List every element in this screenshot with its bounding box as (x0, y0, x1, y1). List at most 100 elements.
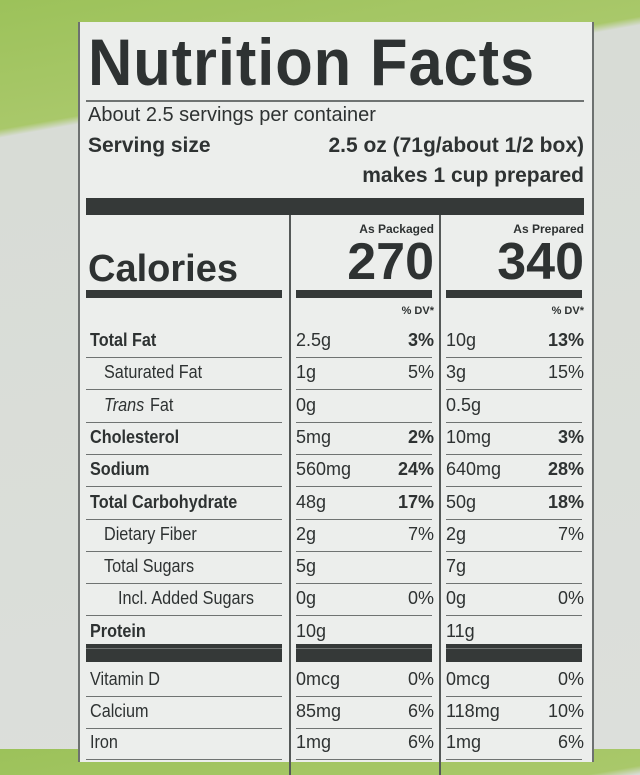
prepared-dv: 6% (557, 732, 584, 752)
packaged-amount: 10g (296, 620, 327, 641)
packaged-amount: 0mcg (296, 669, 341, 689)
row-rule (86, 357, 282, 358)
prepared-amount: 2g (446, 523, 467, 544)
calories-prepared: 340 (497, 233, 584, 291)
row-rule (86, 759, 282, 760)
packaged-dv: 2% (407, 426, 434, 447)
row-rule (86, 647, 282, 649)
thick-rule (446, 290, 582, 298)
packaged-amount: 2g (296, 523, 317, 544)
thick-rule (86, 198, 584, 215)
packaged-dv: 0% (407, 588, 434, 609)
row-rule (446, 389, 582, 391)
nutrient-name: Iron (90, 732, 118, 752)
servings: About 2.5 servings per container (88, 104, 376, 126)
prepared-amount: 50g (446, 491, 477, 512)
row-rule (296, 759, 432, 760)
row-rule (446, 486, 582, 488)
prepared-dv: 28% (547, 459, 584, 480)
packaged-amount: 48g (296, 491, 327, 512)
row-rule (86, 518, 282, 520)
prepared-amount: 640mg (446, 459, 502, 480)
packaged-amount: 1g (296, 362, 317, 383)
dv-header: % DV* (401, 305, 434, 317)
prepared-amount: 7g (446, 556, 467, 577)
prepared-amount: 10g (446, 330, 477, 350)
packaged-amount: 5mg (296, 426, 332, 447)
prepared-dv: 0% (557, 669, 584, 689)
serving-size: 2.5 oz (71g/about 1/2 box) (328, 134, 584, 157)
row-rule (86, 486, 282, 488)
prepared-header: As Prepared (513, 222, 584, 236)
prepared-amount: 0.5g (446, 394, 482, 415)
row-rule (86, 550, 282, 552)
serving-size-label: Serving size (88, 134, 211, 157)
prepared-dv: 10% (547, 700, 584, 721)
row-rule (446, 647, 582, 649)
row-rule (86, 583, 282, 585)
nutrient-name: Incl. Added Sugars (118, 588, 254, 609)
prepared-dv: 15% (547, 362, 584, 383)
prepared-dv: 18% (547, 491, 584, 512)
calories-packaged: 270 (347, 233, 434, 291)
row-rule (296, 518, 432, 520)
row-rule (446, 453, 582, 455)
column-divider (439, 215, 441, 775)
nutrient-name: Total Fat (90, 330, 157, 350)
packaged-amount: 5g (296, 556, 317, 577)
row-rule (446, 518, 582, 520)
row-rule (446, 727, 582, 729)
row-rule (296, 727, 432, 729)
prepared-note: makes 1 cup prepared (362, 164, 584, 187)
prepared-amount: 118mg (446, 700, 500, 721)
thick-rule (86, 644, 282, 662)
row-rule (86, 421, 282, 423)
packaged-amount: 0g (296, 394, 317, 415)
packaged-amount: 2.5g (296, 330, 332, 350)
row-rule (446, 583, 582, 585)
rule (86, 100, 584, 102)
packaged-dv: 7% (407, 523, 434, 544)
nutrient-name: Protein (90, 620, 146, 641)
nutrient-name: Total Carbohydrate (90, 491, 238, 512)
thick-rule (86, 290, 282, 298)
prepared-amount: 11g (446, 620, 475, 641)
nutrient-name: Dietary Fiber (104, 523, 197, 544)
packaged-dv: 6% (407, 700, 434, 721)
nutrient-name: Total Sugars (104, 556, 195, 577)
title: Nutrition Facts (88, 25, 536, 99)
nutrient-name: Saturated Fat (104, 362, 203, 383)
prepared-dv: 13% (547, 330, 584, 350)
row-rule (446, 615, 582, 617)
dv-header: % DV* (551, 305, 584, 317)
nutrient-name: Vitamin D (90, 669, 160, 689)
packaged-amount: 1mg (296, 732, 332, 752)
nutrient-name: Calcium (90, 700, 149, 721)
packaged-dv: 6% (407, 732, 434, 752)
packaged-amount: 0g (296, 588, 317, 609)
prepared-amount: 1mg (446, 732, 482, 752)
row-rule (296, 550, 432, 552)
packaged-amount: 85mg (296, 700, 342, 721)
row-rule (86, 453, 282, 455)
row-rule (86, 727, 282, 729)
thick-rule (296, 290, 432, 298)
row-rule (296, 647, 432, 649)
row-rule (86, 615, 282, 617)
calories-label: Calories (88, 248, 238, 290)
prepared-dv: 0% (557, 588, 584, 609)
nutrient-name: Cholesterol (90, 426, 180, 447)
row-rule (296, 583, 432, 585)
row-rule (296, 453, 432, 455)
nutrient-name: Fat (149, 394, 173, 415)
row-rule (446, 357, 582, 358)
row-rule (296, 696, 432, 697)
row-rule (86, 389, 282, 391)
prepared-amount: 10mg (446, 426, 492, 447)
prepared-dv: 7% (557, 523, 584, 544)
row-rule (446, 759, 582, 760)
thick-rule (296, 644, 432, 662)
packaged-dv: 0% (407, 669, 434, 689)
packaged-header: As Packaged (359, 222, 434, 236)
